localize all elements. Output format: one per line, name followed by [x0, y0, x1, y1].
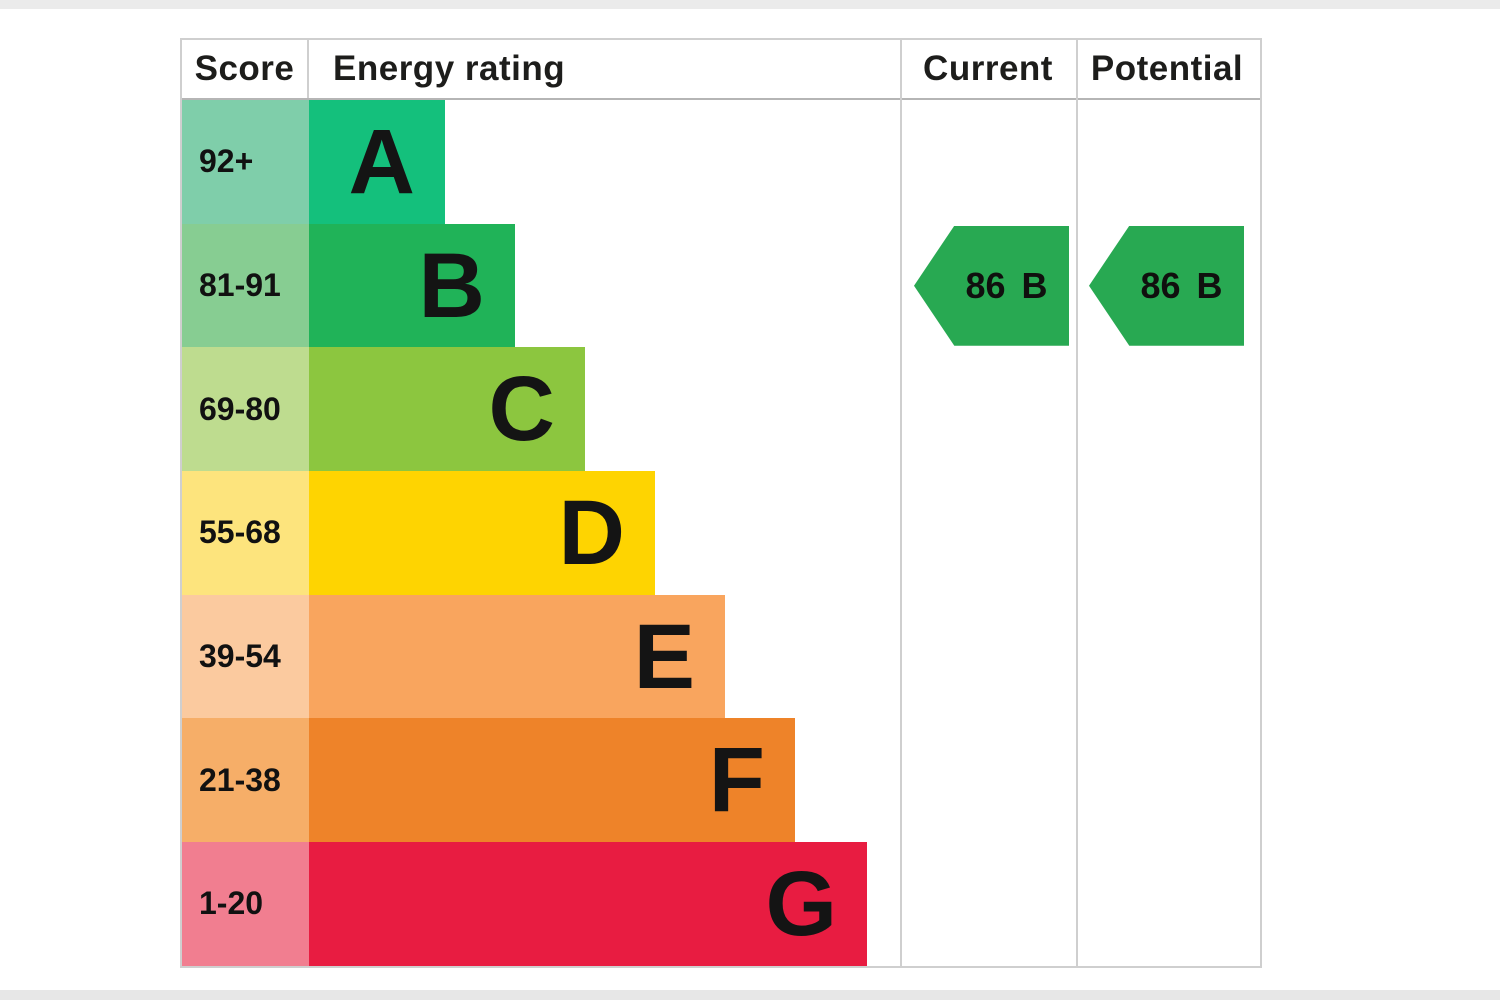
- current-grade: B: [1021, 264, 1048, 306]
- header-current: Current: [923, 49, 1053, 88]
- rating-bar-e: E: [309, 594, 725, 719]
- rating-bar-f: F: [309, 718, 795, 843]
- score-range-b: 81-91: [182, 223, 309, 348]
- rating-letter-g: G: [765, 852, 837, 955]
- potential-rating-label: 86 B: [1140, 265, 1222, 307]
- band-row-a: 92+ A: [182, 100, 1260, 224]
- band-row-e: 39-54 E: [182, 594, 1260, 719]
- rating-bar-b: B: [309, 223, 515, 348]
- band-row-c: 69-80 C: [182, 347, 1260, 472]
- divider-current-potential: [1076, 40, 1078, 966]
- current-score: 86: [965, 264, 1006, 306]
- rating-letter-a: A: [348, 110, 415, 213]
- rating-letter-e: E: [633, 605, 695, 708]
- score-range-g: 1-20: [182, 842, 309, 966]
- band-row-b: 81-91 B: [182, 223, 1260, 348]
- header-energy-rating: Energy rating: [333, 49, 566, 88]
- band-row-g: 1-20 G: [182, 842, 1260, 966]
- score-range-f: 21-38: [182, 718, 309, 843]
- score-range-d: 55-68: [182, 471, 309, 595]
- header-score: Score: [182, 40, 309, 98]
- page-edge-top: [0, 0, 1500, 9]
- rating-letter-c: C: [488, 358, 555, 461]
- potential-grade: B: [1196, 264, 1223, 306]
- rating-bar-g: G: [309, 842, 867, 966]
- table-header: Score Energy rating Current Potential: [182, 40, 1260, 100]
- header-potential: Potential: [1090, 49, 1244, 88]
- rating-bar-a: A: [309, 100, 445, 224]
- rating-bar-d: D: [309, 471, 655, 595]
- score-range-c: 69-80: [182, 347, 309, 472]
- rating-bar-c: C: [309, 347, 585, 472]
- current-rating-label: 86 B: [965, 265, 1047, 307]
- rating-letter-f: F: [708, 729, 765, 832]
- band-row-f: 21-38 F: [182, 718, 1260, 843]
- score-range-a: 92+: [182, 100, 309, 224]
- rating-letter-b: B: [418, 234, 485, 337]
- band-row-d: 55-68 D: [182, 471, 1260, 595]
- divider-energy-current: [900, 40, 902, 966]
- potential-score: 86: [1140, 264, 1181, 306]
- score-range-e: 39-54: [182, 594, 309, 719]
- epc-table: Score Energy rating Current Potential 92…: [180, 38, 1262, 968]
- rating-letter-d: D: [558, 481, 625, 584]
- epc-rows: 92+ A 81-91 B 69-80 C 55-68 D 39-54 E 21-38 F 1-20 G: [182, 100, 1260, 966]
- page-edge-bottom: [0, 990, 1500, 1000]
